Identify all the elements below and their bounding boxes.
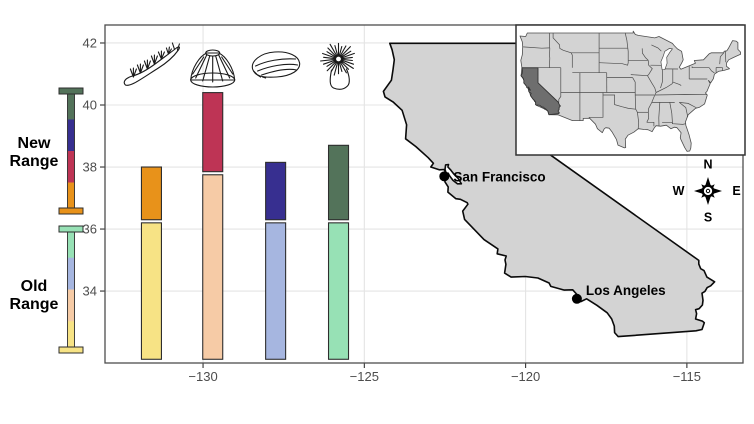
state-border-line [523,46,550,49]
state-border-line [624,32,629,61]
old-range-beam-top-cap [58,225,84,233]
state-border-line [679,102,697,109]
california-outline [382,42,716,338]
state-border-line [662,121,686,125]
new-range-beam-segment [67,119,75,152]
compass-rose: N S E W [673,158,741,225]
range-legend [58,87,84,354]
y-tick-label: 38 [83,160,97,175]
city-label-los-angeles: Los Angeles [586,283,666,298]
inset-border [515,24,746,156]
axes: 42 40 38 36 34 −130 −125 −120 −115 [83,24,744,384]
compass-south-label: S [704,211,712,225]
bar-old-range-limpet [202,174,224,360]
city-dot-san-francisco [439,171,450,182]
range-bars [140,92,350,360]
nudibranch-icon [123,42,180,86]
y-tick-label: 42 [83,35,97,50]
old-range-beam-segment [67,321,75,354]
state-border-line [558,67,562,103]
old-range-beam [58,225,84,354]
state-border-line [708,67,715,74]
state-border-line [654,94,707,96]
new-range-beam-segment [67,182,75,215]
state-border-line [672,81,682,86]
old-range-beam-segment [67,257,75,290]
legend-new-range-label-line2: Range [10,153,59,170]
bar-old-range-chiton [265,222,287,360]
state-border-line [552,33,573,68]
bar-new-range-nudibranch [140,166,162,221]
state-border-line [651,44,662,52]
y-tick-label: 34 [83,284,97,299]
state-border-line [630,74,648,77]
state-border-line [646,121,655,127]
us-inset-map [515,24,746,156]
compass-east-label: E [732,184,740,198]
x-tick-label: −125 [350,369,379,384]
compass-west-label: W [673,184,685,198]
x-tick-label: −120 [511,369,540,384]
city-dot-los-angeles [571,293,582,304]
california-map: San Francisco Los Angeles [382,42,716,338]
species-icons [123,42,355,90]
state-border-line [660,68,663,89]
x-tick-label: −115 [673,369,701,384]
state-border-line [669,102,673,124]
new-range-beam [58,87,84,215]
legend-old-range-label-line2: Range [10,296,59,313]
compass-north-label: N [703,158,712,172]
state-border-line [641,48,649,61]
state-border-line [603,94,636,110]
y-tick-label: 40 [83,98,97,113]
new-range-beam-segment [67,151,75,183]
bar-new-range-limpet [202,92,224,173]
state-border-line [646,60,657,123]
chiton-icon [251,51,301,79]
bar-old-range-anemone [327,222,350,360]
old-range-beam-segment [67,289,75,322]
new-range-beam-top-cap [58,87,84,95]
new-range-beam-segment [67,88,75,120]
state-border-line [719,52,725,65]
y-tick-label: 36 [83,222,97,237]
us-outline [519,30,741,152]
x-tick-label: −130 [188,369,217,384]
legend-new-range-label-line1: New [18,135,51,152]
state-border-line [599,60,629,66]
state-border-line [588,92,604,119]
panel-border [104,24,744,364]
old-range-beam-bottom-cap [58,346,84,354]
compass-center [705,188,711,194]
anemone-icon [320,42,355,90]
bar-new-range-chiton [265,161,287,221]
city-label-san-francisco: San Francisco [453,169,545,184]
old-range-beam-segment [67,226,75,259]
bar-new-range-anemone [327,144,350,221]
bar-old-range-nudibranch [140,222,162,360]
california-highlight [520,67,561,116]
state-border-line [691,66,710,69]
legend-old-range-label-line1: Old [21,278,48,295]
new-range-beam-bottom-cap [58,207,84,215]
lake-michigan [660,48,674,71]
state-border-line [679,102,689,118]
state-border-line [655,81,674,93]
state-border-line [632,77,640,129]
state-border-line [658,102,661,127]
limpet-icon [190,49,236,88]
